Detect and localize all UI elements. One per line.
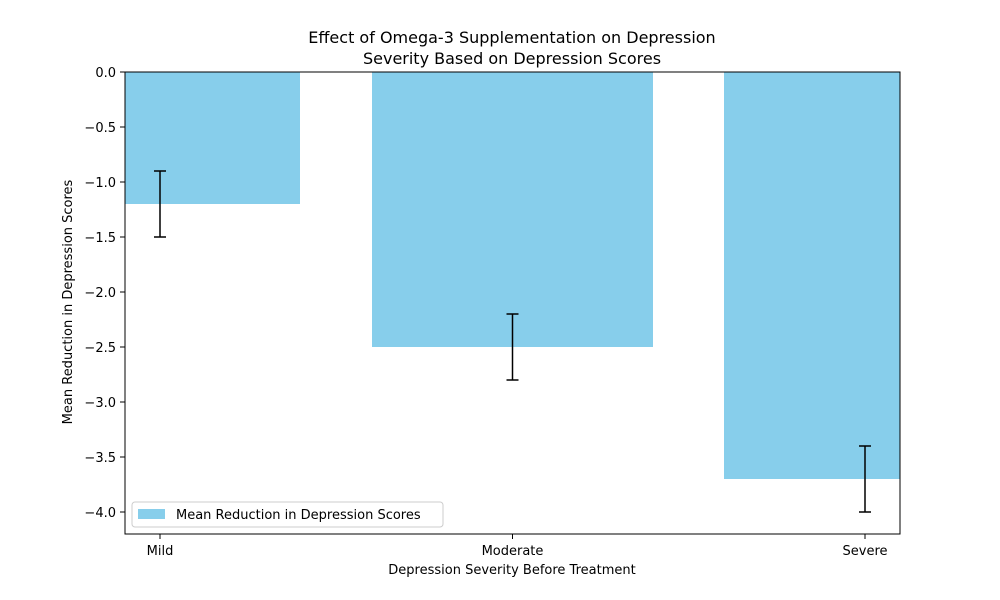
y-tick-label: −0.5 (84, 121, 116, 136)
legend: Mean Reduction in Depression Scores (131, 501, 444, 528)
x-tick-label-moderate: Moderate (482, 544, 544, 559)
y-tick-label: −1.0 (84, 176, 116, 191)
x-axis-label: Depression Severity Before Treatment (388, 563, 635, 578)
legend-label: Mean Reduction in Depression Scores (176, 508, 421, 523)
y-tick-label: −4.0 (84, 506, 116, 521)
y-tick-label: −2.5 (84, 341, 116, 356)
chart-title-line-2: Severity Based on Depression Scores (363, 49, 661, 68)
legend-frame (131, 501, 444, 528)
bars-group (125, 72, 900, 479)
y-tick-label: −1.5 (84, 231, 116, 246)
bar-severe (724, 72, 900, 479)
chart-title-line-1: Effect of Omega-3 Supplementation on Dep… (308, 28, 715, 47)
bar-moderate (372, 72, 653, 347)
x-tick-label-mild: Mild (147, 544, 174, 559)
y-tick-label: 0.0 (95, 66, 116, 81)
x-tick-label-severe: Severe (843, 544, 888, 559)
y-tick-label: −3.0 (84, 396, 116, 411)
y-tick-label: −3.5 (84, 451, 116, 466)
axes-group: Mild Moderate Severe 0.0 −0.5 −1.0 −1.5 −2.0 −2.… (84, 66, 901, 559)
legend-swatch (138, 509, 165, 519)
plot-frame (124, 71, 901, 535)
bar-mild (125, 72, 300, 204)
y-axis-label: Mean Reduction in Depression Scores (61, 179, 76, 424)
y-tick-label: −2.0 (84, 286, 116, 301)
error-bars-group (154, 170, 871, 513)
